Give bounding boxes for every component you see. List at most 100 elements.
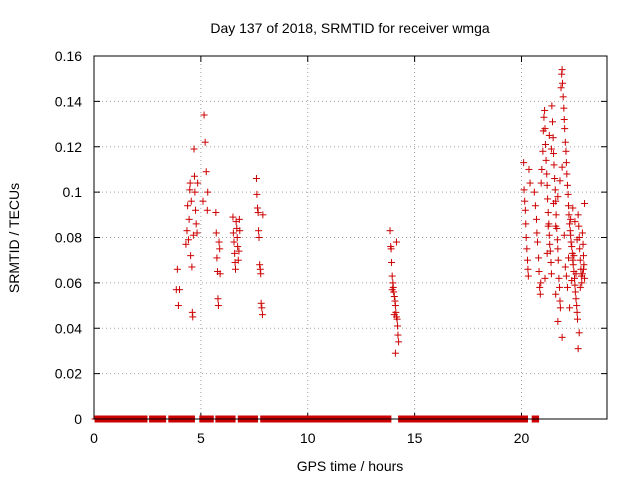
data-point bbox=[576, 283, 584, 291]
data-point bbox=[235, 247, 243, 255]
data-point bbox=[573, 302, 581, 310]
data-point bbox=[531, 202, 539, 210]
x-tick-label: 0 bbox=[90, 430, 98, 446]
data-point bbox=[188, 263, 196, 271]
data-point bbox=[523, 256, 531, 264]
data-point bbox=[187, 252, 195, 260]
data-point bbox=[575, 329, 583, 337]
data-point bbox=[579, 265, 587, 273]
x-tick-label: 20 bbox=[514, 430, 530, 446]
data-point bbox=[556, 297, 564, 305]
data-point bbox=[562, 159, 570, 167]
data-point bbox=[563, 283, 571, 291]
data-point bbox=[574, 211, 582, 219]
data-point bbox=[255, 234, 263, 241]
data-point bbox=[543, 170, 551, 178]
data-point bbox=[541, 106, 549, 114]
data-point bbox=[256, 261, 264, 269]
data-point bbox=[552, 211, 560, 219]
data-point bbox=[234, 243, 242, 251]
data-point bbox=[190, 172, 198, 180]
data-point bbox=[558, 66, 566, 74]
data-point bbox=[573, 236, 581, 244]
data-point bbox=[560, 104, 568, 112]
data-point bbox=[204, 188, 212, 196]
data-point bbox=[533, 229, 541, 237]
data-point bbox=[229, 213, 237, 221]
y-tick-label: 0.16 bbox=[55, 48, 82, 64]
data-point bbox=[386, 227, 394, 235]
data-point bbox=[182, 240, 190, 248]
data-point bbox=[564, 190, 572, 198]
data-point bbox=[189, 313, 197, 321]
data-point bbox=[252, 175, 260, 183]
data-point bbox=[550, 161, 558, 169]
data-point bbox=[547, 258, 555, 266]
data-point bbox=[552, 290, 560, 298]
data-point bbox=[575, 222, 583, 230]
data-point bbox=[548, 118, 556, 126]
data-point bbox=[561, 138, 569, 146]
data-point bbox=[565, 211, 573, 219]
data-point bbox=[536, 290, 544, 298]
data-point bbox=[538, 165, 546, 173]
x-tick-label: 5 bbox=[197, 430, 205, 446]
data-point bbox=[559, 79, 567, 87]
data-point bbox=[393, 315, 401, 323]
data-point bbox=[520, 186, 528, 194]
data-point bbox=[215, 238, 223, 246]
data-point bbox=[254, 209, 262, 217]
data-point bbox=[568, 243, 576, 251]
data-point bbox=[230, 238, 238, 246]
data-point bbox=[390, 292, 398, 300]
data-point bbox=[203, 206, 211, 214]
data-point bbox=[547, 145, 555, 153]
data-point bbox=[191, 188, 199, 196]
data-point bbox=[234, 256, 242, 264]
data-point bbox=[543, 181, 551, 189]
x-tick-labels: 0 5 10 15 20 bbox=[90, 430, 529, 446]
data-point bbox=[579, 240, 587, 248]
data-point bbox=[565, 202, 573, 210]
data-point bbox=[544, 209, 552, 217]
data-point bbox=[189, 231, 197, 239]
data-point bbox=[550, 199, 558, 207]
x-tick-label: 15 bbox=[407, 430, 423, 446]
data-point bbox=[539, 147, 547, 155]
data-point bbox=[537, 279, 545, 287]
data-point bbox=[560, 116, 568, 124]
data-point bbox=[200, 111, 208, 119]
data-point bbox=[201, 138, 209, 146]
data-point bbox=[541, 125, 549, 133]
data-point bbox=[566, 304, 574, 312]
data-point bbox=[390, 311, 398, 319]
data-point bbox=[553, 236, 561, 244]
y-tick-label: 0.02 bbox=[55, 366, 82, 382]
y-tick-label: 0.14 bbox=[55, 93, 82, 109]
data-point bbox=[547, 270, 555, 278]
data-point bbox=[554, 245, 562, 253]
data-point bbox=[521, 197, 529, 205]
data-point bbox=[567, 238, 575, 246]
data-point bbox=[562, 272, 570, 280]
data-point bbox=[184, 202, 192, 210]
data-point bbox=[255, 227, 263, 235]
data-point bbox=[523, 245, 531, 253]
data-point bbox=[569, 204, 577, 212]
data-point bbox=[231, 249, 239, 257]
data-point bbox=[202, 168, 210, 176]
data-point bbox=[573, 308, 581, 316]
data-point bbox=[525, 165, 533, 173]
data-point bbox=[570, 252, 578, 260]
data-point bbox=[556, 177, 564, 185]
data-point bbox=[176, 286, 183, 294]
data-point bbox=[235, 215, 243, 223]
data-point bbox=[522, 234, 530, 241]
data-point bbox=[214, 302, 222, 310]
data-point bbox=[576, 245, 584, 253]
data-point bbox=[568, 277, 576, 285]
data-point bbox=[535, 268, 543, 276]
data-point bbox=[572, 295, 580, 303]
data-point bbox=[561, 125, 569, 133]
